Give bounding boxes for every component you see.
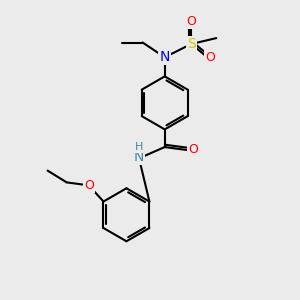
Text: S: S xyxy=(187,37,196,51)
Text: O: O xyxy=(84,179,94,192)
Text: N: N xyxy=(160,50,170,64)
Text: H: H xyxy=(135,142,143,152)
Text: O: O xyxy=(188,143,198,157)
Text: O: O xyxy=(206,51,215,64)
Text: N: N xyxy=(134,150,144,164)
Text: O: O xyxy=(186,15,196,28)
